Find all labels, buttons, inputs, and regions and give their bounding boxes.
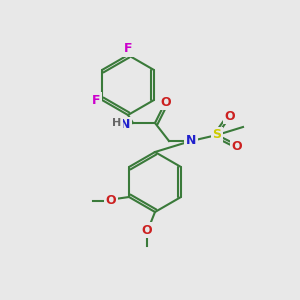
Text: N: N bbox=[120, 118, 130, 131]
Text: O: O bbox=[225, 110, 235, 122]
Text: O: O bbox=[161, 95, 171, 109]
Text: N: N bbox=[186, 134, 196, 148]
Text: O: O bbox=[106, 194, 116, 208]
Text: S: S bbox=[212, 128, 221, 142]
Text: F: F bbox=[124, 43, 132, 56]
Text: F: F bbox=[92, 94, 100, 106]
Text: O: O bbox=[142, 224, 152, 236]
Text: O: O bbox=[232, 140, 242, 152]
Text: H: H bbox=[112, 118, 122, 128]
